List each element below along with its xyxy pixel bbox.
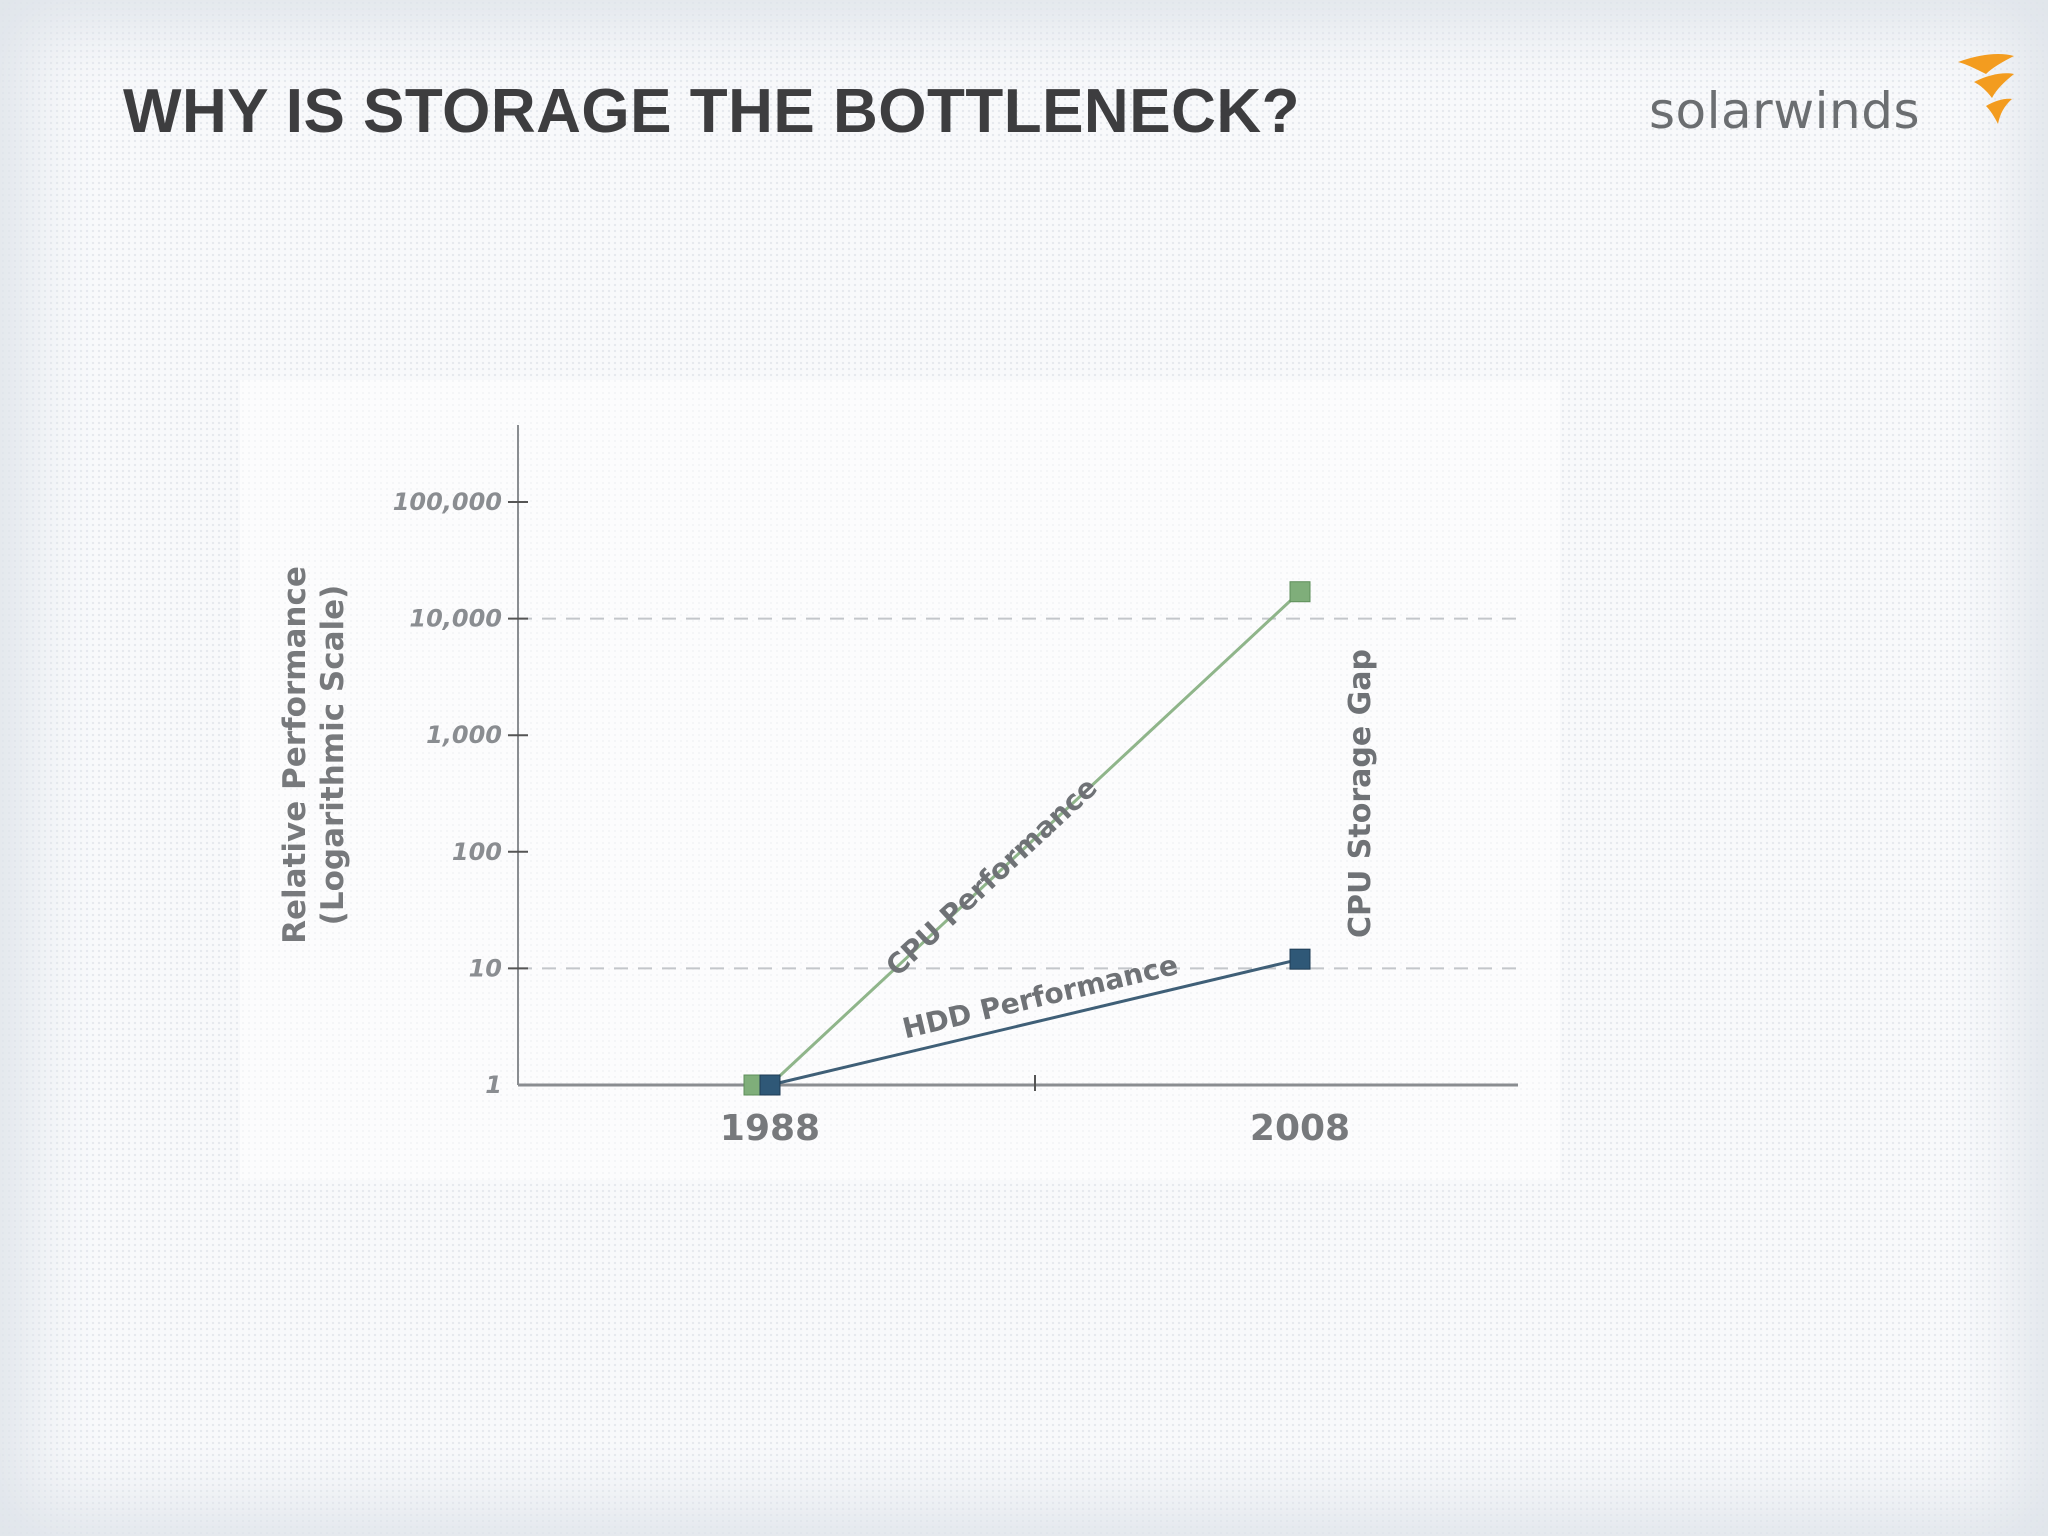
x-tick-label-2008: 2008 [1250,1108,1350,1149]
series-marker-0-1 [1289,581,1311,603]
chart-panel: 1 10 100 1,000 10,000 100,000 1988 2008 Relative… [240,380,1560,1180]
series-label-0: CPU Performance [879,771,1103,983]
logo-text: solarwinds [1649,82,1920,140]
y-tick-label-3: 1,000 [426,721,502,749]
y-axis-label-line-0: Relative Performance [277,566,313,944]
y-axis-label-line-1: (Logarithmic Scale) [315,585,351,926]
y-tick-label-5: 100,000 [393,488,502,516]
y-tick-label-2: 100 [452,838,502,866]
series-line-0 [768,590,1302,1087]
slide-title: WHY IS STORAGE THE BOTTLENECK? [123,77,1300,146]
flame-icon [1958,54,2014,124]
chart: 1 10 100 1,000 10,000 100,000 1988 2008 Relative… [277,425,1518,1149]
y-tick-label-0: 1 [485,1071,502,1099]
y-axis-label: Relative Performance(Logarithmic Scale) [277,566,351,944]
x-tick-label-1988: 1988 [720,1108,820,1149]
y-tick-label-1: 10 [469,954,502,982]
annotation-0: CPU Storage Gap [1343,649,1378,938]
series-marker-1-0 [759,1074,781,1096]
solarwinds-logo: solarwinds [1645,52,2015,152]
series-line-1 [769,957,1301,1087]
series-marker-1-1 [1289,948,1311,970]
y-tick-label-4: 10,000 [409,605,502,633]
